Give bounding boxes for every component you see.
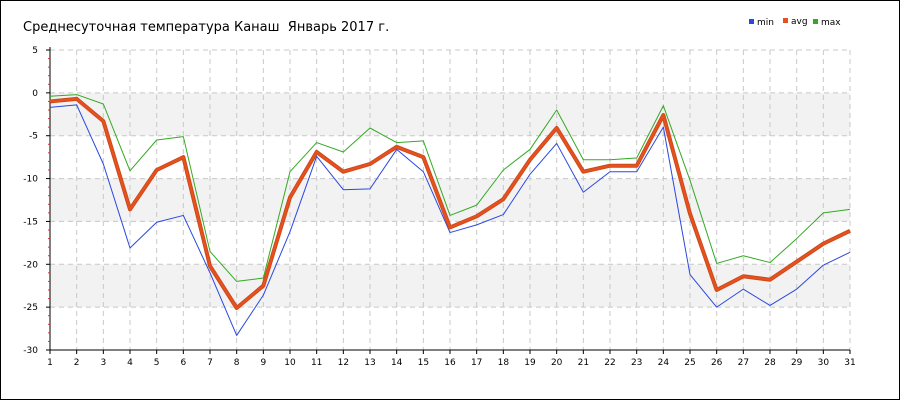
x-tick-label: 11 xyxy=(311,358,322,368)
x-tick-label: 22 xyxy=(604,358,615,368)
x-tick-label: 24 xyxy=(658,358,670,368)
x-tick-label: 15 xyxy=(418,358,429,368)
x-tick-label: 23 xyxy=(631,358,642,368)
x-tick-label: 19 xyxy=(524,358,536,368)
x-tick-label: 2 xyxy=(74,358,80,368)
x-tick-label: 27 xyxy=(738,358,749,368)
x-tick-label: 3 xyxy=(100,358,106,368)
legend-item-avg: avg xyxy=(783,17,808,27)
x-tick-label: 30 xyxy=(818,358,830,368)
series-line-max xyxy=(49,94,851,282)
x-tick-label: 14 xyxy=(391,358,403,368)
chart-title: Среднесуточная температура Канаш Январь … xyxy=(23,20,390,35)
y-tick-label: -15 xyxy=(23,217,38,227)
x-tick-label: 28 xyxy=(764,358,776,368)
x-tick-label: 20 xyxy=(551,358,563,368)
x-tick-label: 21 xyxy=(578,358,589,368)
y-tick-label: -25 xyxy=(23,303,38,313)
x-tick-label: 12 xyxy=(338,358,349,368)
x-tick-label: 31 xyxy=(844,358,855,368)
y-tick-label: -10 xyxy=(23,175,38,185)
x-tick-label: 1 xyxy=(47,358,53,368)
x-tick-label: 18 xyxy=(498,358,510,368)
x-tick-label: 6 xyxy=(180,358,186,368)
x-tick-label: 29 xyxy=(791,358,803,368)
x-tick-label: 8 xyxy=(234,358,240,368)
y-tick-label: 5 xyxy=(32,46,38,56)
y-tick-label: 0 xyxy=(32,89,38,99)
x-tick-label: 5 xyxy=(154,358,160,368)
x-tick-label: 17 xyxy=(471,358,482,368)
x-tick-label: 26 xyxy=(711,358,723,368)
x-tick-label: 4 xyxy=(127,358,133,368)
legend-swatch-max xyxy=(813,19,818,24)
x-tick-label: 16 xyxy=(444,358,456,368)
x-tick-label: 13 xyxy=(364,358,375,368)
legend-swatch-avg xyxy=(783,18,788,23)
series-line-min xyxy=(49,104,851,336)
x-tick-label: 9 xyxy=(260,358,266,368)
y-tick-label: -30 xyxy=(23,346,38,356)
legend-item-max: max xyxy=(813,18,841,28)
x-tick-label: 25 xyxy=(684,358,695,368)
y-tick-label: -20 xyxy=(23,260,38,270)
legend-label-avg: avg xyxy=(791,17,808,27)
legend-label-max: max xyxy=(821,18,841,28)
series-line-avg xyxy=(49,97,851,310)
legend-label-min: min xyxy=(757,18,774,28)
y-tick-label: -5 xyxy=(29,132,38,142)
x-tick-label: 7 xyxy=(207,358,213,368)
legend-swatch-min xyxy=(749,19,754,24)
legend-item-min: min xyxy=(749,18,774,28)
x-tick-label: 10 xyxy=(284,358,296,368)
